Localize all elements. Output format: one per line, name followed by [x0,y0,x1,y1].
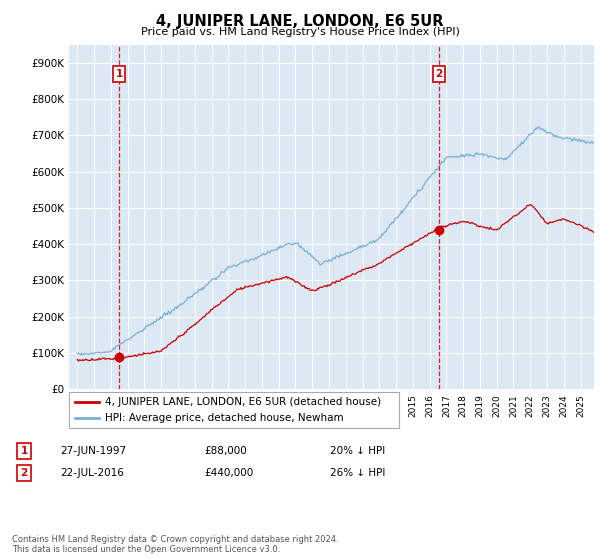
Text: 22-JUL-2016: 22-JUL-2016 [60,468,124,478]
Text: 20% ↓ HPI: 20% ↓ HPI [330,446,385,456]
Text: 1: 1 [116,69,123,79]
Text: HPI: Average price, detached house, Newham: HPI: Average price, detached house, Newh… [105,413,344,423]
Text: £88,000: £88,000 [204,446,247,456]
Text: 4, JUNIPER LANE, LONDON, E6 5UR: 4, JUNIPER LANE, LONDON, E6 5UR [156,14,444,29]
Text: 27-JUN-1997: 27-JUN-1997 [60,446,126,456]
Text: 4, JUNIPER LANE, LONDON, E6 5UR (detached house): 4, JUNIPER LANE, LONDON, E6 5UR (detache… [105,397,381,407]
Text: 26% ↓ HPI: 26% ↓ HPI [330,468,385,478]
Text: Contains HM Land Registry data © Crown copyright and database right 2024.
This d: Contains HM Land Registry data © Crown c… [12,535,338,554]
Text: 1: 1 [20,446,28,456]
Text: Price paid vs. HM Land Registry's House Price Index (HPI): Price paid vs. HM Land Registry's House … [140,27,460,37]
Text: £440,000: £440,000 [204,468,253,478]
Text: 2: 2 [20,468,28,478]
Text: 2: 2 [435,69,442,79]
